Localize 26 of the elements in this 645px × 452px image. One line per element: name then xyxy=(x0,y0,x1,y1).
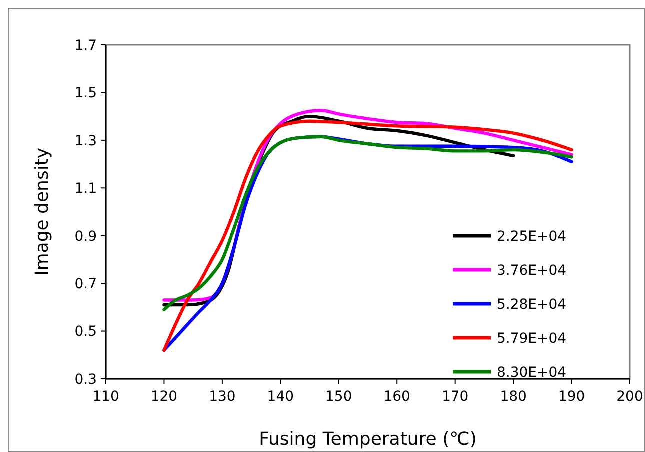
y-tick-label: 1.1 xyxy=(74,181,97,198)
x-tick-label: 120 xyxy=(150,389,178,405)
x-tick-label: 140 xyxy=(267,389,294,405)
line-series xyxy=(162,135,574,312)
y-tick-label: 0.5 xyxy=(74,324,97,340)
x-tick-label: 180 xyxy=(500,389,527,405)
x-tick-label: 200 xyxy=(616,389,644,405)
y-tick-label: 1.5 xyxy=(74,86,97,102)
x-tick-label: 150 xyxy=(326,389,352,405)
y-tick-label: 0.9 xyxy=(74,228,97,245)
legend-label: 5.28E+04 xyxy=(497,296,567,313)
y-tick-label: 1.7 xyxy=(74,38,97,54)
legend-label: 2.25E+04 xyxy=(497,228,567,245)
x-axis-title: Fusing Temperature (℃) xyxy=(259,429,477,450)
legend-label: 5.79E+04 xyxy=(497,330,567,347)
x-tick-label: 130 xyxy=(209,389,236,405)
x-tick-label: 110 xyxy=(92,389,120,405)
y-tick-label: 0.3 xyxy=(74,372,97,388)
y-axis-title: Image density xyxy=(32,148,53,276)
legend-label: 3.76E+04 xyxy=(497,262,567,279)
legend-label: 8.30E+04 xyxy=(497,364,567,381)
y-tick-label: 0.7 xyxy=(74,276,97,292)
x-tick-label: 190 xyxy=(558,389,586,405)
x-tick-label: 170 xyxy=(442,389,469,405)
x-tick-label: 160 xyxy=(384,389,410,405)
y-tick-label: 1.3 xyxy=(74,133,97,150)
